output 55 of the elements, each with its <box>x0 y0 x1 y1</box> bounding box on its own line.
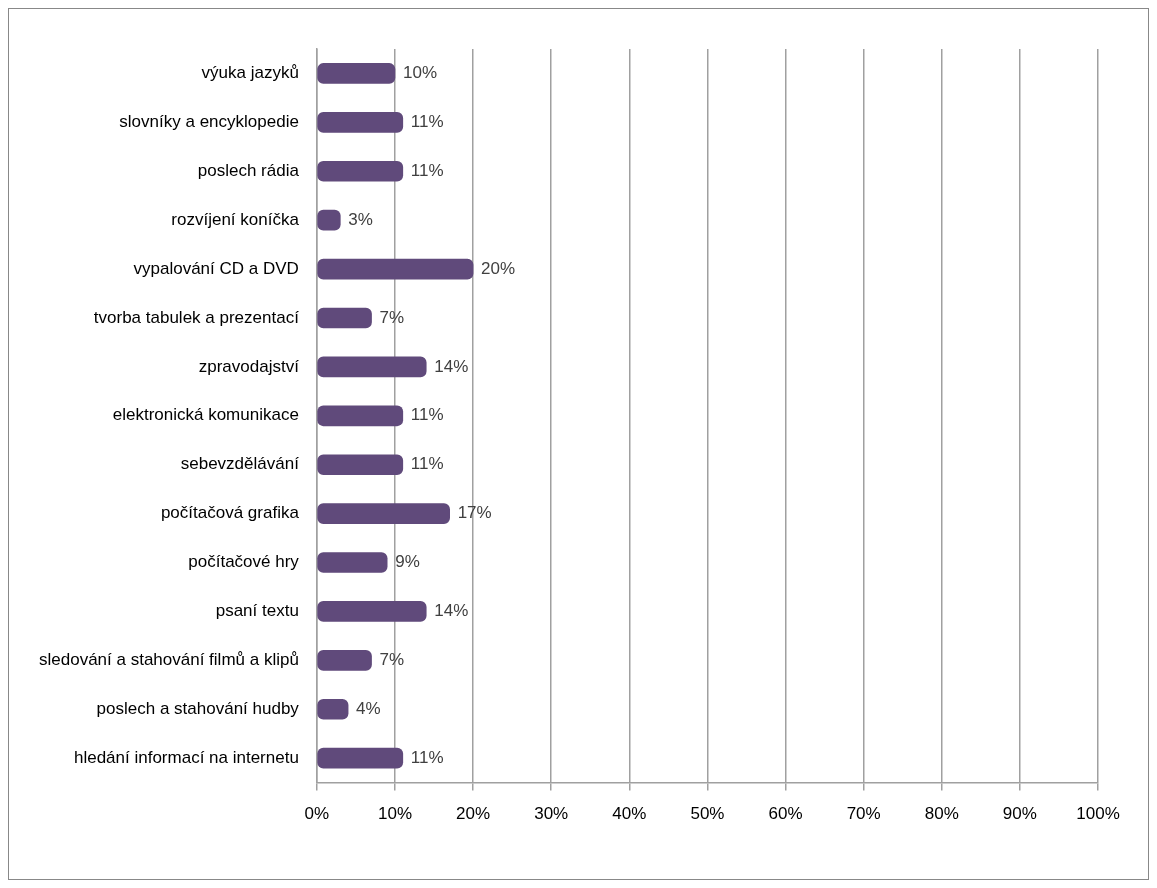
data-label: 7% <box>379 650 405 670</box>
data-label: 7% <box>379 307 405 327</box>
bar <box>317 258 474 280</box>
y-tick-label: hledání informací na internetu <box>73 747 299 767</box>
data-label: 11% <box>410 112 444 132</box>
y-tick-label: sebevzdělávání <box>180 454 300 474</box>
y-tick-label: tvorba tabulek a prezentací <box>93 307 300 327</box>
y-tick-label: vypalování CD a DVD <box>133 258 299 278</box>
data-label: 10% <box>402 63 438 83</box>
bar <box>317 356 427 378</box>
y-tick-label: počítačové hry <box>188 552 300 572</box>
bar <box>317 552 388 573</box>
bar <box>317 112 404 133</box>
data-label: 17% <box>457 503 492 523</box>
data-label: 11% <box>410 160 444 180</box>
y-tick-label: psaní textu <box>215 601 299 621</box>
y-tick-label: zpravodajství <box>198 356 300 376</box>
bar <box>317 601 427 622</box>
y-tick-label: poslech a stahování hudby <box>96 698 300 718</box>
data-label: 14% <box>434 356 469 376</box>
bar <box>317 307 372 329</box>
bar <box>317 160 404 182</box>
y-tick-label: počítačová grafika <box>160 503 300 523</box>
data-label: 11% <box>410 747 444 767</box>
y-tick-label: výuka jazyků <box>201 63 299 83</box>
x-tick-label: 10% <box>377 804 412 824</box>
data-label: 4% <box>356 698 381 718</box>
y-tick-label: elektronická komunikace <box>112 405 299 425</box>
x-tick-label: 40% <box>612 804 647 824</box>
x-tick-label: 0% <box>304 804 330 824</box>
y-tick-label: slovníky a encyklopedie <box>119 112 299 132</box>
bar <box>317 503 450 524</box>
bar <box>317 63 396 84</box>
y-tick-label: rozvíjení koníčka <box>171 209 300 229</box>
data-label: 20% <box>481 258 516 278</box>
x-tick-label: 30% <box>534 804 569 824</box>
data-label: 11% <box>410 454 444 474</box>
bar <box>317 405 404 427</box>
data-label: 14% <box>434 601 469 621</box>
x-tick-label: 20% <box>456 804 491 824</box>
y-tick-label: sledování a stahování filmů a klipů <box>39 650 299 670</box>
bar <box>317 747 404 769</box>
x-tick-label: 50% <box>690 804 725 824</box>
x-tick-label: 90% <box>1002 804 1037 824</box>
x-tick-label: 80% <box>924 804 959 824</box>
x-tick-label: 100% <box>1076 804 1120 824</box>
bar <box>317 454 404 476</box>
data-label: 3% <box>348 209 373 229</box>
y-tick-label: poslech rádia <box>197 160 300 180</box>
data-label: 11% <box>410 405 444 425</box>
bar <box>317 650 372 671</box>
bar <box>317 698 349 720</box>
x-tick-label: 60% <box>768 804 803 824</box>
data-label: 9% <box>395 552 420 572</box>
x-tick-label: 70% <box>846 804 881 824</box>
